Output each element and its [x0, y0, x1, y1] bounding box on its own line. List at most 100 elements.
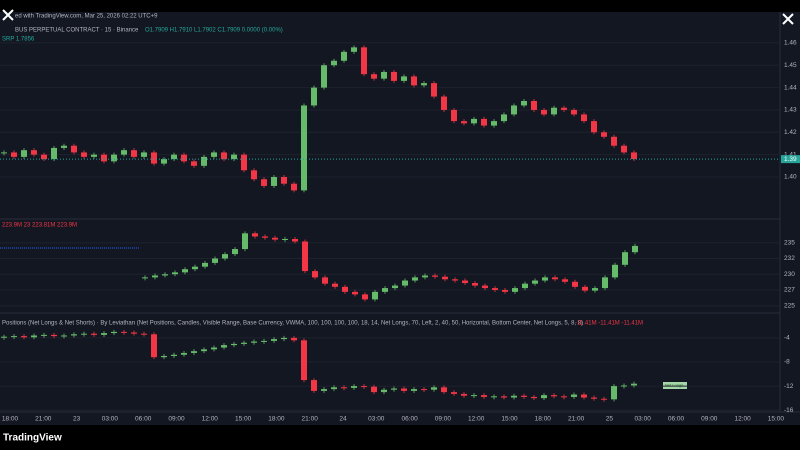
candle: [121, 331, 127, 333]
candle: [121, 150, 127, 155]
close-left[interactable]: [2, 9, 14, 21]
x-tick-label: 12:00: [202, 416, 219, 423]
candle: [51, 147, 57, 160]
candle: [621, 145, 627, 153]
candle: [131, 332, 137, 334]
candle: [321, 65, 327, 88]
candle: [341, 387, 347, 389]
candle: [201, 349, 207, 352]
candle: [591, 397, 597, 399]
candle: [31, 150, 37, 155]
candle: [492, 288, 498, 290]
candle: [451, 392, 457, 394]
candle: [181, 352, 187, 355]
x-tick-label: 21:00: [35, 416, 52, 423]
candle: [271, 177, 277, 186]
candle: [441, 96, 447, 110]
candle: [202, 262, 208, 267]
x-tick-label: 18:00: [268, 416, 285, 423]
x-tick-label: 06:00: [135, 416, 152, 423]
candle: [401, 76, 407, 81]
candle: [242, 233, 248, 250]
candle: [282, 238, 288, 240]
candle: [71, 334, 77, 336]
candle: [312, 271, 318, 278]
x-tick-label: 15:00: [768, 416, 785, 423]
candle: [561, 107, 567, 110]
candle: [302, 241, 308, 272]
candle: [171, 354, 177, 356]
candle: [61, 145, 67, 148]
candle: [372, 291, 378, 300]
candle: [481, 118, 487, 126]
candle: [402, 280, 408, 286]
pane-label: 223.9M 23 223.81M 223.9M: [2, 223, 77, 229]
candle: [232, 249, 238, 255]
x-tick-label: 09:00: [701, 416, 718, 423]
candle: [502, 289, 508, 292]
candle: [211, 152, 217, 157]
candle: [622, 252, 628, 265]
candle: [212, 258, 218, 263]
y-tick-label: 235: [784, 239, 795, 246]
candle: [342, 286, 348, 292]
candle: [571, 109, 577, 115]
candle: [131, 150, 137, 157]
candle: [161, 159, 167, 164]
candle: [551, 395, 557, 397]
candle: [31, 335, 37, 338]
candle: [592, 288, 598, 291]
y-tick-label: -16: [784, 407, 794, 414]
candle: [431, 387, 437, 390]
candle: [351, 47, 357, 52]
candle: [521, 395, 527, 397]
candle: [452, 279, 458, 281]
candle: [261, 179, 267, 186]
sub-label: SRP 1.7856: [2, 37, 35, 43]
candle: [141, 333, 147, 335]
candle: [552, 277, 558, 280]
candle: [201, 156, 207, 166]
candle: [11, 336, 17, 338]
candle: [561, 396, 567, 398]
candle: [181, 154, 187, 162]
candle: [222, 254, 228, 259]
candle: [161, 355, 167, 358]
candle: [542, 277, 548, 281]
y-tick-label: 1.40: [784, 174, 797, 181]
y-tick-label: 1.43: [784, 107, 797, 114]
candle: [241, 154, 247, 171]
candle: [421, 83, 427, 86]
candle: [292, 238, 298, 242]
candle: [421, 389, 427, 391]
candle: [271, 339, 277, 341]
candle: [281, 337, 287, 340]
candle: [251, 341, 257, 343]
candle: [171, 154, 177, 160]
candle: [551, 107, 557, 115]
y-tick-label: 1.45: [784, 62, 797, 69]
candle: [481, 395, 487, 397]
candle: [11, 152, 17, 157]
x-tick-label: 24: [339, 416, 347, 423]
candle: [412, 277, 418, 281]
close-right[interactable]: [782, 13, 794, 25]
ohlc: O1.7909 H1.7910 L1.7902 C1.7909 0.0000 (…: [145, 28, 283, 34]
candle: [191, 161, 197, 166]
x-tick-label: 12:00: [734, 416, 751, 423]
candle: [391, 71, 397, 81]
candle: [151, 152, 157, 164]
candle: [581, 114, 587, 122]
badge-bg: [663, 382, 687, 389]
candle: [591, 121, 597, 133]
candle: [351, 386, 357, 388]
candle: [262, 236, 268, 238]
candle: [191, 351, 197, 353]
x-tick-label: 18:00: [535, 416, 552, 423]
y-tick-label: 230: [784, 271, 795, 278]
candle: [411, 76, 417, 86]
candle: [441, 387, 447, 393]
x-tick-label: 09:00: [168, 416, 185, 423]
x-tick-label: 03:00: [368, 416, 385, 423]
candle: [111, 154, 117, 162]
